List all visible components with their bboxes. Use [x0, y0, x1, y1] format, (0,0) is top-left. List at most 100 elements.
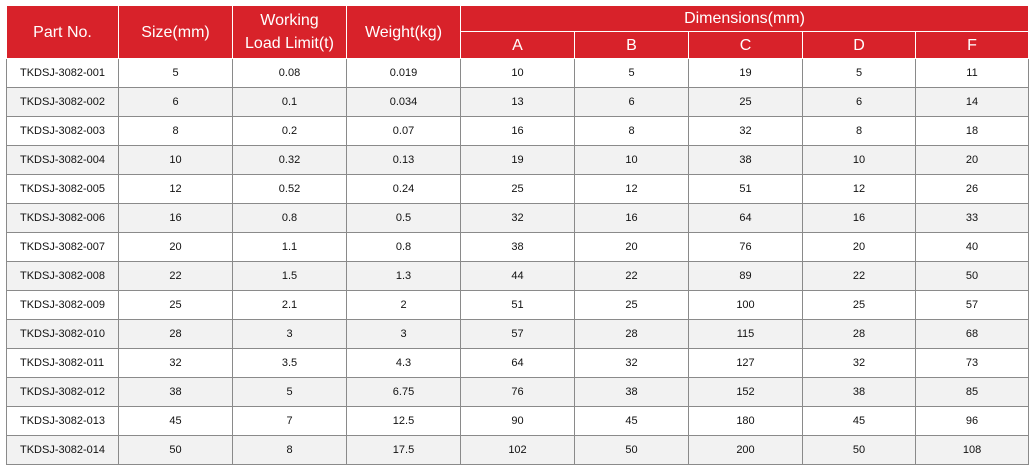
cell-dim-b: 6	[575, 88, 689, 117]
table-row: TKDSJ-3082-002 6 0.1 0.034 13 6 25 6 14	[7, 88, 1029, 117]
cell-dim-d: 8	[803, 117, 916, 146]
table-row: TKDSJ-3082-005 12 0.52 0.24 25 12 51 12 26	[7, 175, 1029, 204]
cell-dim-b: 16	[575, 204, 689, 233]
cell-dim-c: 180	[689, 407, 803, 436]
cell-size: 20	[119, 233, 233, 262]
cell-part-no: TKDSJ-3082-009	[7, 291, 119, 320]
cell-weight: 1.3	[347, 262, 461, 291]
cell-size: 50	[119, 436, 233, 465]
cell-dim-d: 16	[803, 204, 916, 233]
cell-dim-c: 200	[689, 436, 803, 465]
cell-weight: 3	[347, 320, 461, 349]
cell-size: 45	[119, 407, 233, 436]
cell-part-no: TKDSJ-3082-013	[7, 407, 119, 436]
cell-dim-d: 20	[803, 233, 916, 262]
header-working-load-limit: Working Load Limit(t)	[233, 6, 347, 59]
table-row: TKDSJ-3082-014 50 8 17.5 102 50 200 50 108	[7, 436, 1029, 465]
cell-dim-c: 89	[689, 262, 803, 291]
cell-weight: 0.07	[347, 117, 461, 146]
cell-dim-a: 32	[461, 204, 575, 233]
cell-size: 12	[119, 175, 233, 204]
header-dim-f: F	[916, 32, 1029, 59]
cell-dim-d: 22	[803, 262, 916, 291]
cell-dim-f: 11	[916, 59, 1029, 88]
cell-part-no: TKDSJ-3082-008	[7, 262, 119, 291]
cell-dim-c: 51	[689, 175, 803, 204]
cell-dim-c: 32	[689, 117, 803, 146]
cell-dim-a: 51	[461, 291, 575, 320]
cell-dim-a: 13	[461, 88, 575, 117]
cell-dim-a: 102	[461, 436, 575, 465]
header-wll-line1: Working	[260, 12, 318, 29]
cell-dim-d: 28	[803, 320, 916, 349]
cell-dim-b: 45	[575, 407, 689, 436]
table-row: TKDSJ-3082-008 22 1.5 1.3 44 22 89 22 50	[7, 262, 1029, 291]
cell-dim-b: 5	[575, 59, 689, 88]
cell-dim-f: 85	[916, 378, 1029, 407]
cell-size: 5	[119, 59, 233, 88]
header-wll-line2: Load Limit(t)	[245, 35, 334, 52]
table-row: TKDSJ-3082-003 8 0.2 0.07 16 8 32 8 18	[7, 117, 1029, 146]
cell-size: 22	[119, 262, 233, 291]
cell-dim-c: 152	[689, 378, 803, 407]
header-dim-b: B	[575, 32, 689, 59]
cell-dim-b: 10	[575, 146, 689, 175]
cell-working-load-limit: 0.1	[233, 88, 347, 117]
cell-part-no: TKDSJ-3082-001	[7, 59, 119, 88]
cell-working-load-limit: 0.52	[233, 175, 347, 204]
cell-working-load-limit: 0.08	[233, 59, 347, 88]
cell-weight: 17.5	[347, 436, 461, 465]
cell-dim-f: 33	[916, 204, 1029, 233]
cell-dim-a: 38	[461, 233, 575, 262]
header-dim-a: A	[461, 32, 575, 59]
cell-weight: 0.019	[347, 59, 461, 88]
cell-part-no: TKDSJ-3082-014	[7, 436, 119, 465]
cell-weight: 6.75	[347, 378, 461, 407]
cell-size: 25	[119, 291, 233, 320]
cell-dim-d: 45	[803, 407, 916, 436]
header-part-no: Part No.	[7, 6, 119, 59]
cell-dim-a: 90	[461, 407, 575, 436]
cell-weight: 0.5	[347, 204, 461, 233]
table-row: TKDSJ-3082-001 5 0.08 0.019 10 5 19 5 11	[7, 59, 1029, 88]
header-size: Size(mm)	[119, 6, 233, 59]
cell-size: 32	[119, 349, 233, 378]
cell-dim-a: 25	[461, 175, 575, 204]
cell-dim-f: 57	[916, 291, 1029, 320]
cell-dim-d: 6	[803, 88, 916, 117]
cell-dim-c: 100	[689, 291, 803, 320]
cell-dim-a: 16	[461, 117, 575, 146]
header-dimensions: Dimensions(mm)	[461, 6, 1029, 32]
cell-working-load-limit: 1.1	[233, 233, 347, 262]
cell-weight: 0.24	[347, 175, 461, 204]
cell-dim-f: 68	[916, 320, 1029, 349]
cell-part-no: TKDSJ-3082-004	[7, 146, 119, 175]
cell-dim-f: 73	[916, 349, 1029, 378]
spec-table: Part No. Size(mm) Working Load Limit(t) …	[6, 5, 1029, 465]
table-row: TKDSJ-3082-004 10 0.32 0.13 19 10 38 10 20	[7, 146, 1029, 175]
cell-dim-a: 10	[461, 59, 575, 88]
cell-dim-d: 5	[803, 59, 916, 88]
cell-part-no: TKDSJ-3082-010	[7, 320, 119, 349]
spec-table-container: Part No. Size(mm) Working Load Limit(t) …	[6, 5, 1029, 465]
cell-part-no: TKDSJ-3082-006	[7, 204, 119, 233]
cell-dim-d: 50	[803, 436, 916, 465]
cell-part-no: TKDSJ-3082-012	[7, 378, 119, 407]
cell-part-no: TKDSJ-3082-002	[7, 88, 119, 117]
cell-dim-a: 64	[461, 349, 575, 378]
cell-working-load-limit: 0.8	[233, 204, 347, 233]
table-row: TKDSJ-3082-007 20 1.1 0.8 38 20 76 20 40	[7, 233, 1029, 262]
cell-size: 16	[119, 204, 233, 233]
cell-dim-a: 76	[461, 378, 575, 407]
cell-working-load-limit: 7	[233, 407, 347, 436]
table-row: TKDSJ-3082-012 38 5 6.75 76 38 152 38 85	[7, 378, 1029, 407]
cell-weight: 2	[347, 291, 461, 320]
cell-dim-d: 12	[803, 175, 916, 204]
cell-weight: 4.3	[347, 349, 461, 378]
table-row: TKDSJ-3082-011 32 3.5 4.3 64 32 127 32 73	[7, 349, 1029, 378]
cell-size: 38	[119, 378, 233, 407]
cell-dim-d: 32	[803, 349, 916, 378]
header-dim-c: C	[689, 32, 803, 59]
cell-working-load-limit: 2.1	[233, 291, 347, 320]
cell-dim-f: 14	[916, 88, 1029, 117]
